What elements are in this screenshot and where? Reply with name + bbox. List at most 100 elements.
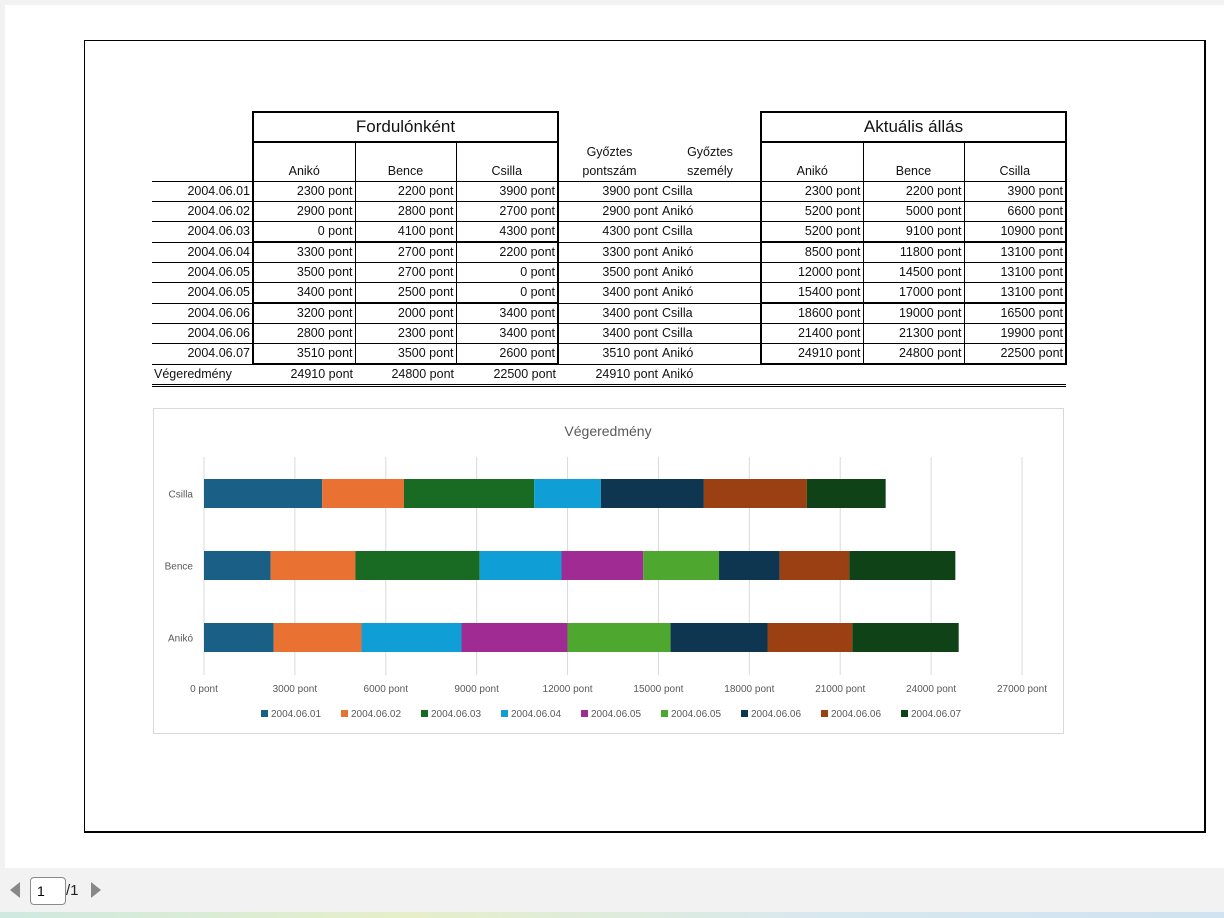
legend-swatch xyxy=(661,710,668,717)
col-header-bence: Bence xyxy=(354,142,456,182)
row-winner-person: Anikó xyxy=(660,242,761,263)
row-aniko: 2800 pont xyxy=(252,323,355,344)
row-winner-person: Csilla xyxy=(660,181,761,202)
row-bence: 3500 pont xyxy=(354,343,456,365)
table-final-row: Végeredmény 24910 pont 24800 pont 22500 … xyxy=(152,364,1066,387)
legend-swatch xyxy=(741,710,748,717)
row-bence: 2300 pont xyxy=(354,323,456,344)
row-aniko: 2300 pont xyxy=(252,181,355,202)
row-date: 2004.06.03 xyxy=(152,221,253,243)
row-bence: 4100 pont xyxy=(354,221,456,243)
final-bence: 24800 pont xyxy=(355,364,456,387)
table-body: 2004.06.01 2300 pont 2200 pont 3900 pont 390… xyxy=(152,181,1067,365)
page-number-input[interactable] xyxy=(30,877,66,905)
category-label: Anikó xyxy=(168,634,193,645)
row-winner-score: 3900 pont xyxy=(558,181,660,202)
final-csilla: 22500 pont xyxy=(456,364,558,387)
row-csilla: 3400 pont xyxy=(455,323,559,344)
x-tick-label: 0 pont xyxy=(190,684,218,695)
previous-page-icon[interactable] xyxy=(10,882,20,898)
row-date: 2004.06.05 xyxy=(152,262,253,283)
table-row: 2004.06.06 2800 pont 2300 pont 3400 pont 340… xyxy=(152,323,1067,344)
col-header-winner-score: Győztes pontszám xyxy=(558,142,660,182)
col-header-winner-person: Győztes személy xyxy=(660,142,761,182)
row-current-bence: 17000 pont xyxy=(862,282,964,304)
score-table: Fordulónként Aktuális állás Anikó Bence … xyxy=(152,111,1067,387)
row-current-csilla: 16500 pont xyxy=(963,303,1067,324)
row-winner-score: 4300 pont xyxy=(558,221,660,243)
row-aniko: 0 pont xyxy=(252,221,355,243)
legend-label: 2004.06.06 xyxy=(751,709,801,720)
group-header-aktualis: Aktuális állás xyxy=(760,111,1067,143)
row-aniko: 3200 pont xyxy=(252,303,355,324)
legend-swatch xyxy=(821,710,828,717)
row-csilla: 2700 pont xyxy=(455,201,559,222)
row-winner-score: 3400 pont xyxy=(558,303,660,324)
bar-segment xyxy=(479,551,562,580)
bar-segment xyxy=(767,623,853,652)
row-current-bence: 21300 pont xyxy=(862,323,964,344)
blank-cell xyxy=(152,142,253,182)
bar-segment xyxy=(567,623,671,652)
stacked-bar-chart: Végeredmény 0 pont 3000 pont 6000 pont 9000 … xyxy=(165,423,1048,720)
row-current-bence: 19000 pont xyxy=(862,303,964,324)
row-winner-score: 3510 pont xyxy=(558,343,660,365)
legend-label: 2004.06.07 xyxy=(911,709,961,720)
x-tick-label: 24000 pont xyxy=(906,684,956,695)
col-header-current-aniko: Anikó xyxy=(760,142,863,182)
legend-swatch xyxy=(421,710,428,717)
table-row: 2004.06.07 3510 pont 3500 pont 2600 pont 351… xyxy=(152,343,1067,365)
row-current-bence: 2200 pont xyxy=(862,181,964,202)
row-date: 2004.06.01 xyxy=(152,181,253,202)
blank-cell xyxy=(152,112,253,142)
legend-label: 2004.06.02 xyxy=(351,709,401,720)
row-csilla: 4300 pont xyxy=(455,221,559,243)
bar-segment xyxy=(361,623,462,652)
col-header-csilla: Csilla xyxy=(455,142,559,182)
blank-cell xyxy=(863,364,964,387)
row-winner-person: Anikó xyxy=(660,201,761,222)
category-label: Bence xyxy=(165,562,194,573)
row-csilla: 0 pont xyxy=(455,282,559,304)
table-row: 2004.06.06 3200 pont 2000 pont 3400 pont 340… xyxy=(152,303,1067,324)
category-label: Csilla xyxy=(169,490,194,501)
legend-label: 2004.06.04 xyxy=(511,709,561,720)
row-current-csilla: 6600 pont xyxy=(963,201,1067,222)
row-winner-person: Csilla xyxy=(660,303,761,324)
bar-segment xyxy=(849,551,956,580)
row-current-csilla: 19900 pont xyxy=(963,323,1067,344)
row-current-bence: 5000 pont xyxy=(862,201,964,222)
row-winner-score: 3400 pont xyxy=(558,282,660,304)
page-navigation-bar: /1 xyxy=(0,868,1224,912)
x-tick-label: 9000 pont xyxy=(454,684,499,695)
document-viewer: Fordulónként Aktuális állás Anikó Bence … xyxy=(5,5,1224,868)
bar-segment xyxy=(403,479,535,508)
table-row: 2004.06.05 3400 pont 2500 pont 0 pont 3400 p… xyxy=(152,282,1067,304)
final-winner-person: Anikó xyxy=(660,364,761,387)
legend-swatch xyxy=(501,710,508,717)
final-label: Végeredmény xyxy=(152,364,253,387)
row-current-aniko: 12000 pont xyxy=(760,262,863,283)
col-header-aniko: Anikó xyxy=(252,142,355,182)
row-current-aniko: 2300 pont xyxy=(760,181,863,202)
row-current-csilla: 3900 pont xyxy=(963,181,1067,202)
legend-swatch xyxy=(581,710,588,717)
blank-cell xyxy=(558,112,761,142)
legend-label: 2004.06.06 xyxy=(831,709,881,720)
bar-segment xyxy=(779,551,850,580)
row-csilla: 2600 pont xyxy=(455,343,559,365)
final-aniko: 24910 pont xyxy=(253,364,355,387)
x-tick-label: 3000 pont xyxy=(273,684,318,695)
row-current-aniko: 5200 pont xyxy=(760,201,863,222)
row-date: 2004.06.02 xyxy=(152,201,253,222)
legend-label: 2004.06.03 xyxy=(431,709,481,720)
table-column-header-row: Anikó Bence Csilla Győztes pontszám Győzt… xyxy=(152,142,1067,182)
x-tick-label: 12000 pont xyxy=(543,684,593,695)
chart-container: Végeredmény 0 pont 3000 pont 6000 pont 9000 … xyxy=(153,408,1064,734)
legend-label: 2004.06.01 xyxy=(271,709,321,720)
row-csilla: 3400 pont xyxy=(455,303,559,324)
bar-segment xyxy=(852,623,959,652)
next-page-icon[interactable] xyxy=(91,882,101,898)
row-current-bence: 11800 pont xyxy=(862,242,964,263)
row-winner-score: 2900 pont xyxy=(558,201,660,222)
